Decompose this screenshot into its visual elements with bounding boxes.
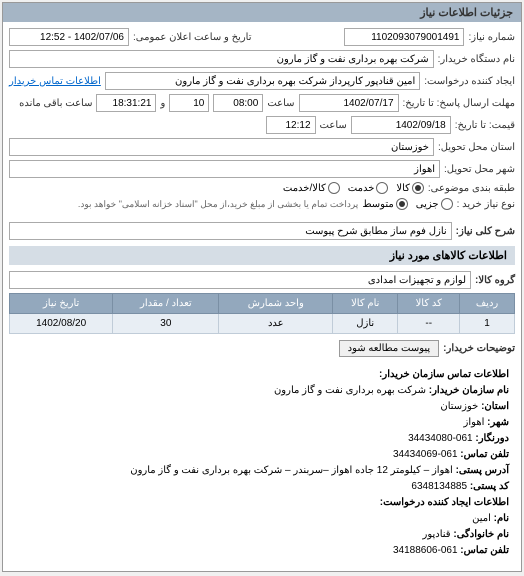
th-code: کد کالا xyxy=(398,294,460,314)
td-date: 1402/08/20 xyxy=(10,314,113,334)
td-name: نازل xyxy=(333,314,398,334)
panel-title: جزئیات اطلاعات نیاز xyxy=(3,3,521,22)
deadline-date: 1402/07/17 xyxy=(299,94,399,112)
table-row: 1 -- نازل عدد 30 1402/08/20 xyxy=(10,314,515,334)
td-qty: 30 xyxy=(113,314,219,334)
radio-goods[interactable] xyxy=(412,182,424,194)
postal-label: کد پستی: xyxy=(470,481,509,492)
price-until-label: قیمت: تا تاریخ: xyxy=(455,120,515,131)
group-label: گروه کالا: xyxy=(475,275,515,286)
phone-label: دورنگار: xyxy=(475,433,509,444)
time-remaining: 18:31:21 xyxy=(96,94,156,112)
contact-section-title: اطلاعات تماس سازمان خریدار: xyxy=(379,369,509,380)
request-number: 1102093079001491 xyxy=(344,28,464,46)
lname: قنادپور xyxy=(423,529,451,540)
city: اهواز xyxy=(9,160,440,178)
buyer-org-label: نام دستگاه خریدار: xyxy=(438,54,515,65)
fname: امین xyxy=(472,513,491,524)
time-label-2: ساعت xyxy=(320,120,347,131)
creator: امین قنادپور کارپرداز شرکت بهره برداری ن… xyxy=(105,72,420,90)
org-province-label: استان: xyxy=(481,401,509,412)
org-name: شرکت بهره برداری نفت و گاز مارون xyxy=(274,385,426,396)
province: خوزستان xyxy=(9,138,434,156)
creator-label: ایجاد کننده درخواست: xyxy=(424,76,515,87)
table-header-row: ردیف کد کالا نام کالا واحد شمارش تعداد /… xyxy=(10,294,515,314)
radio-medium[interactable] xyxy=(396,198,408,210)
creator-section-title: اطلاعات ایجاد کننده درخواست: xyxy=(380,497,509,508)
fax-label: تلفن تماس: xyxy=(460,449,509,460)
purchase-radio-group: جزیی متوسط xyxy=(362,198,452,210)
org-name-label: نام سازمان خریدار: xyxy=(429,385,509,396)
fax: 061-34434069 xyxy=(393,449,458,460)
price-until-date: 1402/09/18 xyxy=(351,116,451,134)
city-label: شهر محل تحویل: xyxy=(444,164,515,175)
request-number-label: شماره نیاز: xyxy=(468,32,515,43)
group: لوازم و تجهیزات امدادی xyxy=(9,271,471,289)
price-until-time: 12:12 xyxy=(266,116,316,134)
province-label: استان محل تحویل: xyxy=(438,142,515,153)
postal: 6348134885 xyxy=(411,481,467,492)
panel-body: شماره نیاز: 1102093079001491 تاریخ و ساع… xyxy=(3,22,521,571)
th-qty: تعداد / مقدار xyxy=(113,294,219,314)
attachment-button[interactable]: پیوست مطالعه شود xyxy=(339,340,440,357)
items-section-title: اطلاعات کالاهای مورد نیاز xyxy=(9,246,515,265)
th-date: تاریخ نیاز xyxy=(10,294,113,314)
purchase-type-label: نوع نیاز خرید : xyxy=(457,199,515,210)
subject-radio-group: کالا خدمت کالا/خدمت xyxy=(283,182,424,194)
explanations-label: توضیحات خریدار: xyxy=(443,343,515,354)
radio-small[interactable] xyxy=(441,198,453,210)
main-desc-label: شرح کلی نیاز: xyxy=(456,226,515,237)
address: اهواز – کیلومتر 12 جاده اهواز –سربندر – … xyxy=(130,465,453,476)
items-table: ردیف کد کالا نام کالا واحد شمارش تعداد /… xyxy=(9,293,515,334)
address-label: آدرس پستی: xyxy=(456,465,509,476)
org-city-label: شهر: xyxy=(487,417,509,428)
purchase-note: پرداخت تمام یا بخشی از مبلغ خرید،از محل … xyxy=(78,199,358,210)
deadline-label: مهلت ارسال پاسخ: تا تاریخ: xyxy=(403,98,515,109)
contact-section: اطلاعات تماس سازمان خریدار: نام سازمان خ… xyxy=(9,361,515,565)
th-name: نام کالا xyxy=(333,294,398,314)
buyer-org: شرکت بهره برداری نفت و گاز مارون xyxy=(9,50,434,68)
cphone-label: تلفن تماس: xyxy=(460,545,509,556)
td-code: -- xyxy=(398,314,460,334)
subject-type-label: طبقه بندی موضوعی: xyxy=(428,183,515,194)
org-province: خوزستان xyxy=(440,401,478,412)
radio-goods-service[interactable] xyxy=(328,182,340,194)
public-date-label: تاریخ و ساعت اعلان عمومی: xyxy=(133,32,252,43)
main-desc: نازل فوم ساز مطابق شرح پیوست xyxy=(9,222,452,240)
phone: 061-34434080 xyxy=(408,433,473,444)
fname-label: نام: xyxy=(494,513,509,524)
lname-label: نام خانوادگی: xyxy=(453,529,509,540)
td-unit: عدد xyxy=(219,314,333,334)
th-unit: واحد شمارش xyxy=(219,294,333,314)
days-remaining: 10 xyxy=(169,94,209,112)
th-row: ردیف xyxy=(460,294,515,314)
remaining-label: ساعت باقی مانده xyxy=(19,98,92,109)
details-panel: جزئیات اطلاعات نیاز شماره نیاز: 11020930… xyxy=(2,2,522,572)
time-label-1: ساعت xyxy=(267,98,294,109)
radio-service[interactable] xyxy=(376,182,388,194)
cphone: 061-34188606 xyxy=(393,545,458,556)
contact-link[interactable]: اطلاعات تماس خریدار xyxy=(9,76,101,87)
org-city: اهواز xyxy=(464,417,485,428)
td-row: 1 xyxy=(460,314,515,334)
deadline-time: 08:00 xyxy=(213,94,263,112)
public-date: 1402/07/06 - 12:52 xyxy=(9,28,129,46)
